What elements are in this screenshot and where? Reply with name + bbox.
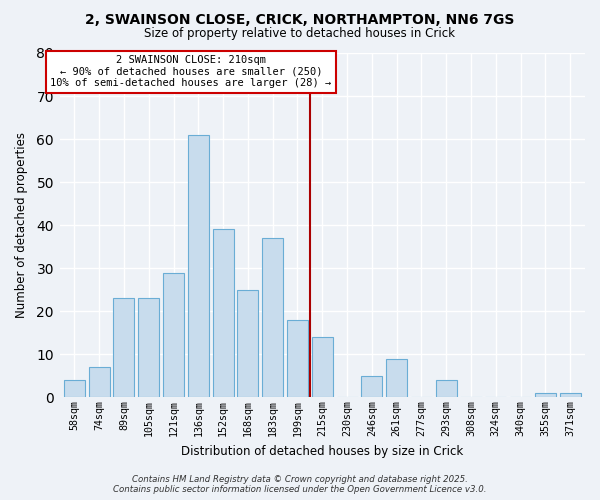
Bar — [113, 298, 134, 398]
X-axis label: Distribution of detached houses by size in Crick: Distribution of detached houses by size … — [181, 444, 463, 458]
Bar — [64, 380, 85, 398]
Bar — [312, 337, 333, 398]
Bar — [560, 393, 581, 398]
Text: Contains HM Land Registry data © Crown copyright and database right 2025.
Contai: Contains HM Land Registry data © Crown c… — [113, 474, 487, 494]
Bar — [238, 290, 259, 398]
Bar — [436, 380, 457, 398]
Text: Size of property relative to detached houses in Crick: Size of property relative to detached ho… — [145, 28, 455, 40]
Bar — [262, 238, 283, 398]
Text: 2 SWAINSON CLOSE: 210sqm
← 90% of detached houses are smaller (250)
10% of semi-: 2 SWAINSON CLOSE: 210sqm ← 90% of detach… — [50, 55, 332, 88]
Bar — [89, 368, 110, 398]
Bar — [535, 393, 556, 398]
Bar — [188, 135, 209, 398]
Bar — [386, 358, 407, 398]
Bar — [361, 376, 382, 398]
Bar — [138, 298, 159, 398]
Text: 2, SWAINSON CLOSE, CRICK, NORTHAMPTON, NN6 7GS: 2, SWAINSON CLOSE, CRICK, NORTHAMPTON, N… — [85, 12, 515, 26]
Bar — [212, 230, 233, 398]
Bar — [163, 272, 184, 398]
Y-axis label: Number of detached properties: Number of detached properties — [15, 132, 28, 318]
Bar — [287, 320, 308, 398]
